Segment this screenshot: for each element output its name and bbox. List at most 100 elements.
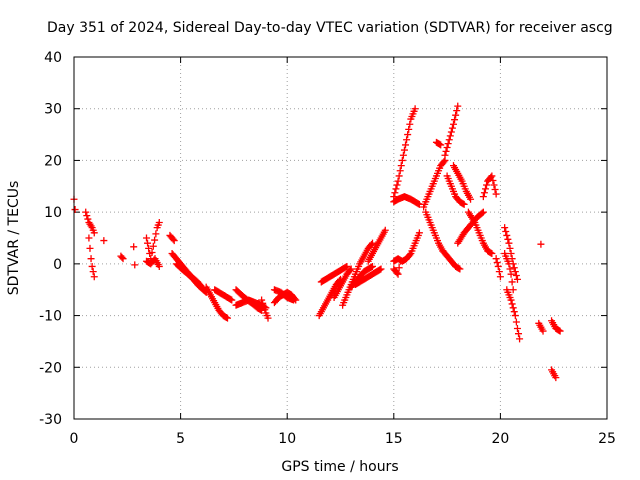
- data-point: [131, 261, 139, 269]
- data-point: [82, 208, 90, 216]
- data-point: [346, 266, 354, 274]
- data-points: [70, 102, 564, 382]
- data-point: [508, 300, 516, 308]
- data-point: [399, 151, 407, 159]
- data-point: [130, 243, 138, 251]
- data-point: [440, 158, 448, 166]
- data-point: [512, 318, 520, 326]
- data-point: [507, 270, 515, 278]
- y-tick-label: 0: [53, 257, 62, 273]
- data-point: [443, 144, 451, 151]
- data-point: [88, 262, 96, 270]
- data-point: [539, 327, 547, 335]
- data-point: [381, 226, 389, 234]
- data-point: [170, 237, 178, 245]
- data-point: [119, 255, 127, 263]
- data-point: [83, 212, 91, 220]
- data-point: [503, 231, 511, 239]
- x-tick-label: 25: [598, 431, 616, 447]
- data-point: [290, 296, 298, 304]
- data-point: [85, 234, 93, 242]
- data-point: [144, 239, 152, 247]
- data-point: [496, 273, 504, 281]
- data-point: [394, 177, 402, 185]
- data-point: [452, 111, 460, 119]
- data-point: [415, 229, 423, 237]
- data-point: [442, 147, 450, 155]
- data-point: [84, 215, 92, 223]
- data-point: [511, 268, 519, 276]
- data-point: [515, 330, 523, 338]
- data-point: [480, 189, 488, 197]
- x-tick-label: 10: [278, 431, 296, 447]
- data-point: [511, 312, 519, 320]
- data-point: [505, 260, 513, 268]
- data-point: [502, 228, 510, 236]
- data-point: [437, 141, 445, 149]
- data-point: [71, 206, 79, 214]
- data-point: [90, 273, 98, 281]
- data-point: [506, 265, 514, 273]
- data-point: [224, 314, 232, 322]
- data-point: [406, 120, 414, 128]
- data-point: [400, 146, 408, 154]
- data-point: [512, 271, 520, 279]
- data-point: [228, 296, 236, 304]
- data-point: [367, 240, 375, 248]
- y-tick-label: -10: [39, 309, 62, 325]
- data-point: [460, 200, 468, 208]
- y-tick-label: 20: [44, 153, 62, 169]
- data-point: [394, 270, 402, 278]
- y-axis-label: SDTVAR / TECUs: [6, 181, 22, 296]
- data-point: [492, 190, 500, 198]
- data-point: [446, 132, 454, 140]
- data-point: [86, 244, 94, 252]
- data-point: [258, 296, 266, 304]
- data-point: [368, 262, 376, 270]
- data-point: [513, 325, 521, 332]
- grid-lines: [74, 57, 607, 419]
- data-point: [510, 264, 518, 272]
- data-point: [411, 105, 419, 113]
- data-point: [155, 262, 163, 270]
- data-point: [87, 255, 95, 263]
- data-point: [456, 265, 464, 273]
- data-point: [510, 308, 518, 316]
- data-point: [508, 278, 516, 286]
- data-point: [513, 275, 521, 283]
- data-point: [347, 265, 355, 273]
- data-point: [505, 239, 513, 247]
- data-point: [397, 162, 405, 170]
- data-point: [406, 251, 414, 259]
- data-point: [479, 193, 487, 201]
- x-tick-label: 20: [491, 431, 509, 447]
- data-point: [451, 116, 459, 124]
- data-point: [395, 172, 403, 180]
- data-point: [169, 235, 177, 243]
- data-point: [454, 102, 462, 110]
- data-point: [493, 259, 501, 267]
- data-point: [449, 120, 457, 128]
- data-point: [488, 250, 496, 258]
- data-point: [488, 172, 496, 180]
- data-point: [89, 268, 97, 276]
- data-point: [90, 229, 98, 237]
- data-point: [145, 244, 153, 252]
- data-point: [395, 264, 403, 272]
- data-point: [403, 136, 411, 144]
- data-point: [261, 306, 269, 314]
- data-point: [447, 128, 455, 136]
- chart-title: Day 351 of 2024, Sidereal Day-to-day VTE…: [47, 20, 613, 36]
- data-point: [148, 248, 156, 256]
- data-point: [392, 185, 400, 193]
- data-point: [398, 156, 406, 164]
- data-point: [509, 304, 517, 312]
- data-point: [377, 265, 385, 273]
- data-point: [507, 296, 515, 304]
- data-point: [491, 186, 499, 194]
- data-point: [405, 125, 413, 133]
- data-point: [445, 136, 453, 144]
- data-point: [509, 286, 517, 294]
- y-tick-label: -20: [39, 360, 62, 376]
